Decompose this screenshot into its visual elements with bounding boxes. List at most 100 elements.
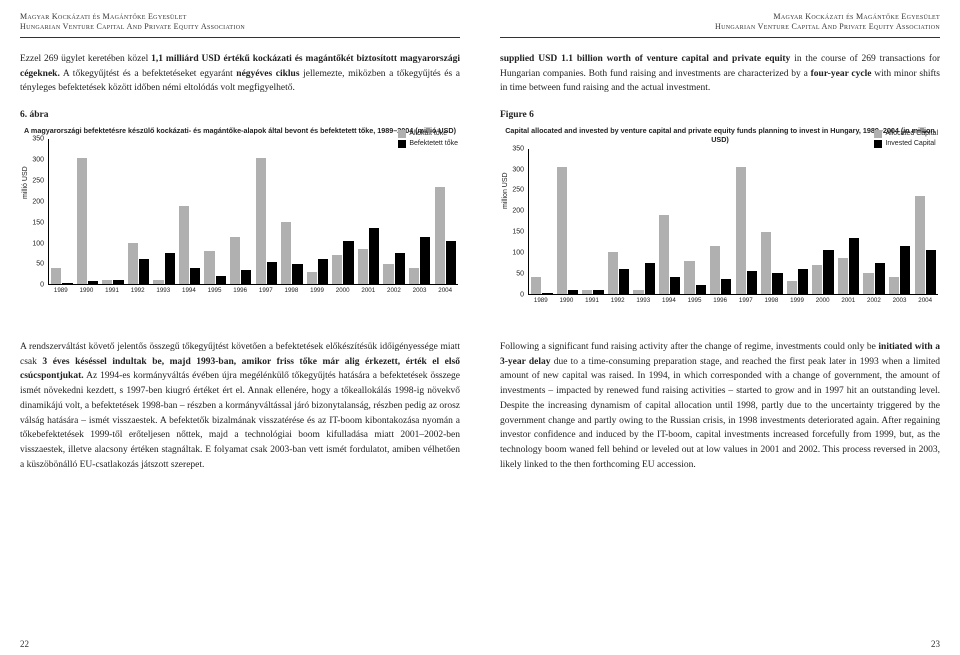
header-line-2: Hungarian Venture Capital And Private Eq…	[500, 22, 940, 32]
y-tick: 100	[32, 240, 44, 247]
legend-item-allocated: Allocated Capital	[874, 130, 938, 138]
x-tick: 2003	[407, 287, 433, 299]
text: due to a time-consuming preparation stag…	[500, 357, 940, 470]
bar-allocated	[128, 243, 138, 284]
x-tick: 2002	[381, 287, 407, 299]
bar-invested	[798, 269, 808, 294]
x-tick: 1991	[99, 287, 125, 299]
bar-group	[381, 139, 407, 284]
y-tick: 50	[36, 261, 44, 268]
right-intro-paragraph: supplied USD 1.1 billion worth of ventur…	[500, 52, 940, 96]
bar-invested	[721, 279, 731, 294]
bar-allocated	[659, 215, 669, 294]
bar-group	[356, 139, 382, 284]
x-tick: 1994	[656, 297, 682, 309]
page-number-left: 22	[20, 639, 29, 649]
bar-group	[49, 139, 75, 284]
bar-allocated	[761, 232, 771, 294]
bar-group	[529, 149, 555, 294]
y-tick: 250	[32, 178, 44, 185]
bar-allocated	[557, 167, 567, 293]
x-tick: 2000	[330, 287, 356, 299]
bar-group	[631, 149, 657, 294]
bar-allocated	[812, 265, 822, 294]
text: Az 1994-es kormányváltás évében újra meg…	[20, 371, 460, 469]
x-tick: 2003	[887, 297, 913, 309]
bar-invested	[216, 276, 226, 284]
figure-label-en: Figure 6	[500, 110, 940, 120]
bar-invested	[420, 237, 430, 285]
x-tick: 2001	[356, 287, 382, 299]
bar-invested	[241, 270, 251, 285]
bar-allocated	[409, 268, 419, 285]
y-tick: 50	[516, 270, 524, 277]
bar-allocated	[633, 290, 643, 294]
bar-allocated	[383, 264, 393, 285]
bar-allocated	[179, 206, 189, 285]
bar-allocated	[736, 167, 746, 293]
bar-invested	[926, 250, 936, 294]
bar-group	[708, 149, 734, 294]
legend-label: Invested Capital	[885, 140, 935, 147]
y-tick: 0	[40, 282, 44, 289]
bar-invested	[139, 259, 149, 284]
left-body-paragraph: A rendszerváltást követő jelentős összeg…	[20, 340, 460, 472]
y-tick: 100	[512, 249, 524, 256]
bar-invested	[619, 269, 629, 294]
bar-allocated	[531, 277, 541, 294]
bar-allocated	[358, 249, 368, 284]
x-tick: 1989	[528, 297, 554, 309]
y-tick: 250	[512, 187, 524, 194]
bar-invested	[88, 281, 98, 284]
legend-item-invested: Invested Capital	[874, 140, 938, 148]
bar-group	[432, 139, 458, 284]
right-body-paragraph: Following a significant fund raising act…	[500, 340, 940, 472]
bar-group	[330, 139, 356, 284]
bar-invested	[593, 290, 603, 294]
bar-group	[407, 139, 433, 284]
bar-group	[228, 139, 254, 284]
bar-invested	[62, 283, 72, 284]
swatch-allocated	[398, 130, 406, 138]
x-tick: 2000	[810, 297, 836, 309]
text: A tőkegyűjtést és a befektetéseket egyar…	[60, 69, 236, 79]
y-tick: 300	[32, 157, 44, 164]
bar-group	[682, 149, 708, 294]
bar-group	[887, 149, 913, 294]
x-tick: 1990	[74, 287, 100, 299]
bar-invested	[568, 290, 578, 293]
x-tick: 2004	[912, 297, 938, 309]
x-labels-en: 1989199019911992199319941995199619971998…	[528, 297, 938, 309]
y-tick: 300	[512, 166, 524, 173]
bar-group	[606, 149, 632, 294]
y-tick: 350	[512, 145, 524, 152]
x-tick: 1990	[554, 297, 580, 309]
bar-group	[759, 149, 785, 294]
left-page: Magyar Kockázati és Magántőke Egyesület …	[0, 0, 480, 655]
bar-group	[734, 149, 760, 294]
x-tick: 1997	[733, 297, 759, 309]
bar-allocated	[608, 252, 618, 293]
bar-allocated	[889, 277, 899, 294]
bar-allocated	[307, 272, 317, 284]
bar-invested	[113, 280, 123, 284]
x-tick: 1993	[151, 287, 177, 299]
bar-group	[861, 149, 887, 294]
x-tick: 1994	[176, 287, 202, 299]
legend-label: Allocated Capital	[885, 130, 938, 137]
bar-invested	[165, 253, 175, 284]
bar-allocated	[204, 251, 214, 284]
x-tick: 1995	[682, 297, 708, 309]
x-tick: 1993	[631, 297, 657, 309]
x-tick: 1989	[48, 287, 74, 299]
bar-group	[126, 139, 152, 284]
swatch-allocated	[874, 130, 882, 138]
bar-allocated	[710, 246, 720, 294]
bar-group	[810, 149, 836, 294]
bar-invested	[849, 238, 859, 294]
bar-allocated	[281, 222, 291, 284]
bar-allocated	[684, 261, 694, 294]
x-tick: 1991	[579, 297, 605, 309]
x-tick: 1999	[784, 297, 810, 309]
bars-hu	[48, 139, 458, 285]
